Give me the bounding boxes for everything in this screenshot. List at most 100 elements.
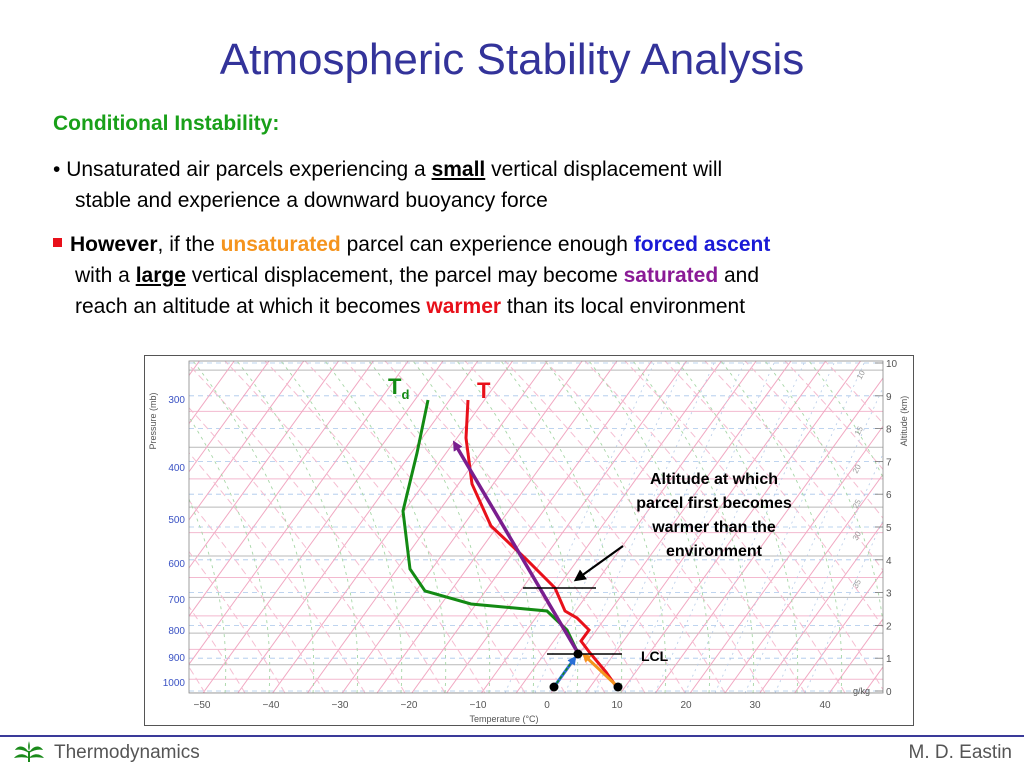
y-tick-label: 1000	[163, 678, 186, 689]
moist-adiabat-line	[544, 361, 667, 693]
y-tick-label: 900	[168, 653, 185, 664]
parcel-path-line	[452, 440, 580, 654]
dry-adiabat-line	[384, 361, 646, 693]
skew-t-chart: Temperature (°C) Pressure (mb) Altitude …	[144, 355, 914, 726]
y-tick-label: 400	[168, 463, 185, 474]
isotherm-line	[654, 377, 883, 693]
lcl-label: LCL	[641, 648, 669, 664]
x-tick-label: 40	[819, 700, 831, 711]
svg-text:warmer than the: warmer than the	[651, 519, 776, 536]
emph-forced-ascent: forced ascent	[633, 233, 771, 256]
paragraph-unsaturated: • Unsaturated air parcels experiencing a…	[53, 158, 723, 212]
y2-tick-label: 1	[886, 654, 892, 665]
moist-adiabat-line	[676, 361, 799, 693]
footer: Thermodynamics M. D. Eastin	[0, 737, 1024, 768]
dry-adiabat-line	[584, 361, 846, 693]
square-bullet-icon	[53, 238, 62, 247]
y2-tick-label: 6	[886, 490, 892, 501]
paragraph-however: However, if the unsaturated parcel can e…	[53, 229, 770, 322]
x-tick-label: −30	[332, 700, 349, 711]
dry-adiabat-line	[664, 361, 883, 629]
mixing-ratio-line	[774, 452, 883, 693]
mixing-ratio-line	[624, 361, 776, 693]
y-tick-label: 800	[168, 626, 185, 637]
isotherm-line	[341, 361, 583, 693]
dry-adiabat-line	[624, 361, 883, 691]
surface-dewpoint-dot	[549, 682, 559, 692]
y2-tick-label: 4	[886, 556, 892, 567]
x-tick-label: 10	[611, 700, 623, 711]
mixing-ratio-line	[654, 361, 806, 693]
isotherm-line	[237, 361, 479, 693]
emph-saturated: saturated	[623, 264, 719, 287]
dry-adiabat-arrow	[582, 653, 620, 689]
x-tick-labels: −50 −40 −30 −20 −10 0 10 20 30 40	[194, 700, 831, 711]
y2-axis-label: Altitude (km)	[899, 396, 909, 447]
mixing-ratio-unit: g/kg	[853, 686, 870, 696]
isotherm-line	[189, 361, 235, 425]
mixing-ratio-line	[534, 361, 686, 693]
y-tick-label: 300	[168, 395, 185, 406]
x-tick-label: −50	[194, 700, 211, 711]
moist-adiabat-line	[764, 361, 883, 628]
moist-adiabat-line	[368, 361, 491, 693]
isotherm-line	[411, 361, 653, 693]
y-tick-labels: 300 400 500 600 700 800 900 1000	[163, 395, 186, 689]
dry-adiabat-line	[224, 361, 486, 693]
surface-temperature-dot	[613, 682, 623, 692]
dry-adiabat-line	[424, 361, 686, 693]
isotherm-line	[480, 361, 722, 693]
isotherm-line	[620, 361, 862, 693]
y2-tick-labels: 0 1 2 3 4 5 6 7 8 9 10	[875, 359, 898, 698]
moist-adiabat-line	[236, 361, 359, 693]
isotherm-line	[189, 361, 270, 473]
svg-text:Altitude at which: Altitude at which	[650, 471, 778, 488]
y-axis-label: Pressure (mb)	[148, 392, 158, 449]
isotherm-line	[189, 361, 374, 617]
callout-text: Altitude at which parcel first becomes w…	[636, 471, 792, 560]
footer-course-name: Thermodynamics	[54, 742, 200, 763]
mixing-ratio-line	[744, 386, 883, 693]
moist-adiabat-line	[632, 361, 755, 693]
y-tick-label: 700	[168, 595, 185, 606]
isotherm-line	[550, 361, 792, 693]
mixing-ratio-line	[714, 361, 866, 693]
dry-adiabat-line	[704, 361, 883, 572]
x-tick-label: 0	[544, 700, 550, 711]
y-tick-label: 500	[168, 515, 185, 526]
x-tick-label: 30	[749, 700, 761, 711]
emph-however: However	[70, 233, 158, 256]
y2-tick-label: 0	[886, 687, 892, 698]
moist-adiabat-line	[720, 361, 843, 693]
x-tick-label: 20	[680, 700, 692, 711]
emph-unsaturated: unsaturated	[220, 233, 341, 256]
x-tick-label: −40	[263, 700, 280, 711]
y2-tick-label: 5	[886, 523, 892, 534]
moist-adiabat-line	[280, 361, 403, 693]
y2-tick-label: 7	[886, 457, 892, 468]
isotherm-line	[272, 361, 514, 693]
moist-adiabat-line	[412, 361, 535, 693]
dry-adiabat-line	[189, 364, 446, 693]
dry-adiabat-line	[189, 499, 326, 693]
moist-adiabat-line	[324, 361, 447, 693]
t-label: T	[477, 378, 491, 403]
isotherm-line	[376, 361, 618, 693]
y2-tick-label: 2	[886, 621, 892, 632]
mixing-ratio-label: 30	[851, 529, 863, 542]
moist-adiabat-line	[189, 498, 227, 693]
temperature-line-t	[464, 399, 620, 690]
round-bullet: •	[53, 158, 61, 181]
section-heading: Conditional Instability:	[53, 112, 280, 135]
svg-text:environment: environment	[666, 543, 763, 560]
isotherm-line	[724, 473, 883, 693]
skew-t-svg: Temperature (°C) Pressure (mb) Altitude …	[148, 359, 909, 724]
x-tick-label: −10	[470, 700, 487, 711]
mixing-ratio-line	[504, 361, 656, 693]
mixing-ratio-line	[564, 361, 716, 693]
mixing-ratio-label: 20	[851, 462, 863, 475]
dry-adiabat-line	[189, 452, 366, 693]
isotherm-line	[794, 569, 883, 693]
footer-author: M. D. Eastin	[908, 742, 1012, 763]
dry-adiabat-line	[264, 361, 526, 693]
